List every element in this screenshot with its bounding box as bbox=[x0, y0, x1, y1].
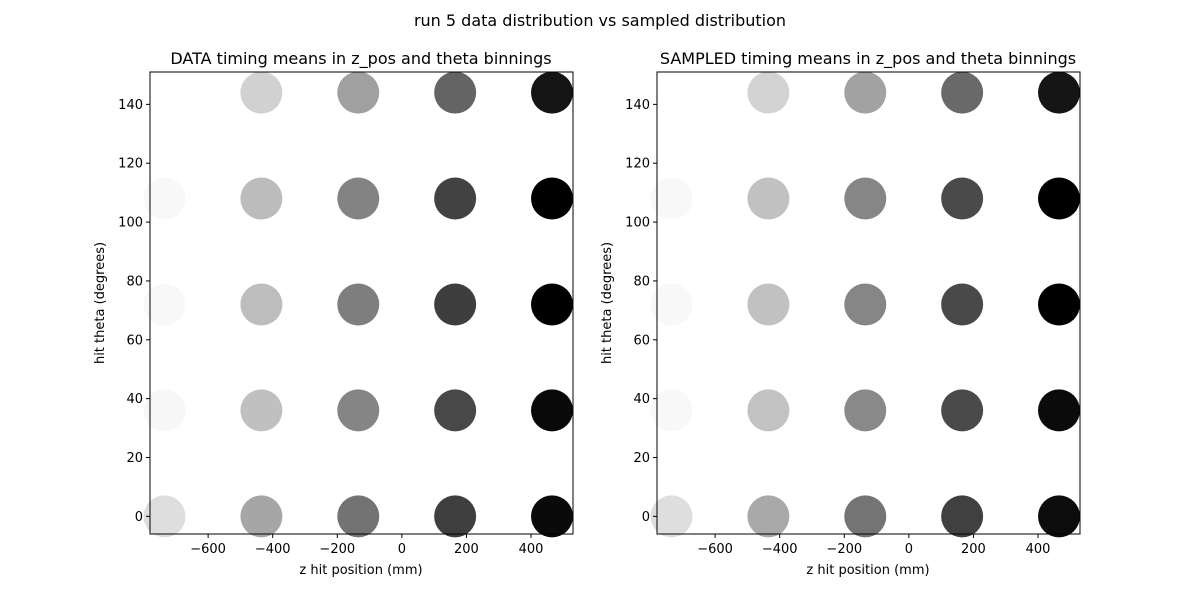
x-tick-label: −400 bbox=[255, 542, 291, 557]
scatter-point bbox=[844, 71, 887, 114]
right-plot-y-label: hit theta (degrees) bbox=[600, 242, 615, 364]
scatter-point bbox=[1038, 177, 1081, 220]
scatter-point bbox=[941, 389, 984, 432]
left-plot-title: DATA timing means in z_pos and theta bin… bbox=[170, 49, 551, 69]
scatter-point bbox=[434, 283, 477, 326]
scatter-point bbox=[434, 71, 477, 114]
scatter-point bbox=[844, 177, 887, 220]
scatter-point bbox=[747, 495, 790, 538]
x-tick-label: 400 bbox=[519, 542, 544, 557]
right-plot: SAMPLED timing means in z_pos and theta … bbox=[600, 49, 1081, 578]
y-tick-label: 80 bbox=[633, 274, 650, 289]
scatter-point bbox=[434, 495, 477, 538]
scatter-point bbox=[941, 177, 984, 220]
left-plot-y-label: hit theta (degrees) bbox=[93, 242, 108, 364]
y-tick-label: 100 bbox=[625, 216, 650, 231]
x-tick-label: 0 bbox=[905, 542, 913, 557]
scatter-point bbox=[844, 495, 887, 538]
right-plot-y-axis: 0 20 40 60 80 100 120 140 bbox=[625, 98, 657, 525]
x-tick-label: −400 bbox=[762, 542, 798, 557]
scatter-point bbox=[531, 177, 574, 220]
scatter-point bbox=[650, 495, 693, 538]
y-tick-label: 80 bbox=[126, 274, 143, 289]
scatter-point bbox=[844, 389, 887, 432]
x-tick-label: 400 bbox=[1026, 542, 1051, 557]
left-plot-frame bbox=[149, 71, 574, 535]
right-plot-title: SAMPLED timing means in z_pos and theta … bbox=[660, 49, 1076, 69]
scatter-point bbox=[337, 71, 380, 114]
scatter-point bbox=[747, 389, 790, 432]
x-tick-label: −200 bbox=[826, 542, 862, 557]
x-tick-label: 0 bbox=[398, 542, 406, 557]
scatter-point bbox=[531, 389, 574, 432]
scatter-point bbox=[434, 389, 477, 432]
left-plot-y-axis: 0 20 40 60 80 100 120 140 bbox=[118, 98, 150, 525]
right-plot-frame bbox=[656, 71, 1081, 535]
scatter-point bbox=[941, 71, 984, 114]
x-tick-label: 200 bbox=[454, 542, 479, 557]
y-tick-label: 40 bbox=[633, 392, 650, 407]
scatter-point bbox=[747, 71, 790, 114]
x-tick-label: 200 bbox=[961, 542, 986, 557]
y-tick-label: 120 bbox=[625, 157, 650, 172]
y-tick-label: 0 bbox=[135, 510, 143, 525]
scatter-point bbox=[1038, 283, 1081, 326]
left-plot-points bbox=[143, 71, 574, 538]
scatter-point bbox=[240, 177, 283, 220]
scatter-point bbox=[650, 177, 693, 220]
scatter-point bbox=[1038, 389, 1081, 432]
scatter-point bbox=[240, 389, 283, 432]
y-tick-label: 100 bbox=[118, 216, 143, 231]
scatter-point bbox=[1038, 71, 1081, 114]
x-tick-label: −200 bbox=[319, 542, 355, 557]
scatter-point bbox=[337, 177, 380, 220]
y-tick-label: 20 bbox=[633, 451, 650, 466]
x-tick-label: −600 bbox=[697, 542, 733, 557]
scatter-point bbox=[240, 495, 283, 538]
scatter-point bbox=[337, 389, 380, 432]
y-tick-label: 60 bbox=[126, 333, 143, 348]
left-plot-x-axis: −600 −400 −200 0 200 400 bbox=[190, 534, 543, 557]
scatter-point bbox=[747, 283, 790, 326]
right-plot-x-axis: −600 −400 −200 0 200 400 bbox=[697, 534, 1050, 557]
scatter-point bbox=[844, 283, 887, 326]
scatter-point bbox=[143, 177, 186, 220]
scatter-point bbox=[941, 283, 984, 326]
x-tick-label: −600 bbox=[190, 542, 226, 557]
right-plot-points bbox=[650, 71, 1081, 538]
scatter-point bbox=[143, 283, 186, 326]
scatter-point bbox=[531, 71, 574, 114]
scatter-point bbox=[143, 495, 186, 538]
y-tick-label: 60 bbox=[633, 333, 650, 348]
scatter-point bbox=[941, 495, 984, 538]
y-tick-label: 120 bbox=[118, 157, 143, 172]
scatter-point bbox=[337, 283, 380, 326]
scatter-point bbox=[650, 389, 693, 432]
scatter-point bbox=[143, 389, 186, 432]
scatter-point bbox=[531, 283, 574, 326]
scatter-point bbox=[337, 495, 380, 538]
y-tick-label: 40 bbox=[126, 392, 143, 407]
scatter-point bbox=[1038, 495, 1081, 538]
scatter-point bbox=[240, 71, 283, 114]
scatter-point bbox=[650, 283, 693, 326]
figure-suptitle: run 5 data distribution vs sampled distr… bbox=[414, 11, 786, 30]
right-plot-x-label: z hit position (mm) bbox=[806, 563, 929, 578]
y-tick-label: 140 bbox=[118, 98, 143, 113]
left-plot-x-label: z hit position (mm) bbox=[299, 563, 422, 578]
scatter-point bbox=[434, 177, 477, 220]
scatter-point bbox=[747, 177, 790, 220]
y-tick-label: 140 bbox=[625, 98, 650, 113]
y-tick-label: 20 bbox=[126, 451, 143, 466]
scatter-point bbox=[531, 495, 574, 538]
scatter-point bbox=[240, 283, 283, 326]
left-plot: DATA timing means in z_pos and theta bin… bbox=[93, 49, 574, 578]
y-tick-label: 0 bbox=[642, 510, 650, 525]
